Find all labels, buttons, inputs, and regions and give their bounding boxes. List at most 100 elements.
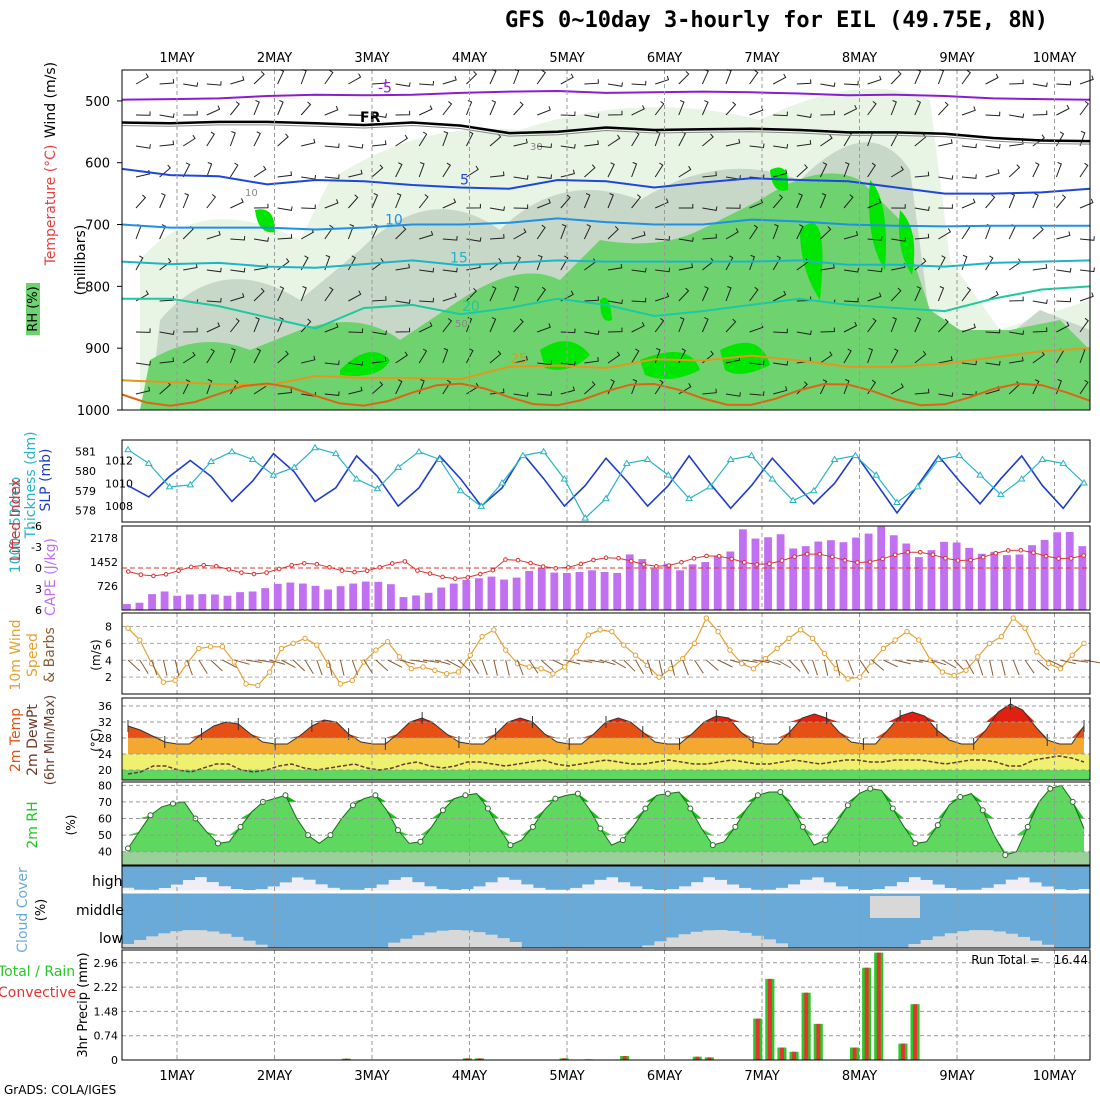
li-marker [691,556,697,561]
wind-barb [1032,82,1048,87]
temp-band-yellow [122,754,1090,770]
wind-marker [278,645,285,652]
wind-barb [820,110,835,116]
wind-marker [1034,649,1040,655]
precip-tick-label: 0.74 [94,1030,119,1043]
wind-barb [135,194,147,209]
wind-marker [821,650,828,657]
wind-barb [654,162,664,178]
wind-barb [135,73,149,85]
cape-bar [437,587,446,610]
wind-barb [159,330,175,335]
cloud-low-gap [388,942,401,948]
wind-barb [230,292,245,302]
wind-barb [277,350,289,364]
cape-bar [1040,539,1049,610]
li-marker [528,560,533,566]
li-marker [1031,550,1036,555]
thickness-marker [228,447,236,455]
wind-barb [206,81,222,86]
rh-marker [642,805,649,812]
wind-marker [207,644,214,650]
wind-barb [159,78,175,85]
wind-barb [348,386,363,395]
day-label-top: 10MAY [1033,51,1077,66]
wind-barb [537,174,552,179]
thickness-marker [830,455,839,463]
wind-barb [702,388,717,395]
precip-tick-label: 2.96 [94,957,119,970]
wind-barb [537,198,551,209]
cape-lifted-index-panel: 2178 1452 726 -6 -3 0 3 6 Lifted Index CAPE (J/kg… [8,479,1091,617]
cape-bar [512,577,521,610]
wind-barb [489,100,497,116]
wind-barb [324,391,340,396]
wind-barb [867,267,883,273]
wind-barb [725,255,734,271]
pressure-tick-label: 800 [85,280,110,295]
temp2m-panel: 36 32 28 24 20 2m Temp 2m DewPt (6hr Min/Max) (°… [8,695,1091,785]
cloud-high-bar [243,866,256,890]
rh-marker [979,807,986,814]
wind-barb [206,194,217,209]
rh-marker [799,823,806,830]
cape-bar [449,583,458,610]
thickness-tick-label: 578 [75,504,96,517]
wind-barb [277,388,293,395]
axis-label: (%) [64,815,78,836]
wind-barb [253,100,260,116]
cloud-high-bar [714,866,728,880]
li-marker [289,562,295,568]
wind-barb-10m [446,659,461,669]
wind-barb [301,355,316,364]
wind-barb [796,224,804,240]
cloud-high-bar [533,866,546,888]
wind-barb-10m [788,659,801,672]
precip-bar-conv [901,1043,905,1060]
wind-barb [890,383,904,395]
rh-marker [394,827,401,834]
wind-barb [1079,379,1089,395]
li-marker [251,571,257,577]
cape-bar [940,541,948,610]
wind-barb [442,292,457,302]
rh-marker [552,795,559,802]
wind-barb [135,169,151,178]
wind-barb [773,111,788,117]
cape-bar [764,537,772,610]
wind-barb-10m [847,659,855,676]
li-marker [628,558,634,564]
rh-marker [912,840,919,847]
cape-tick-label: 726 [97,580,118,593]
li-marker [301,561,307,566]
wind-barb-10m [281,659,296,669]
cloud-low-gap [642,945,655,948]
wind-marker [349,677,355,684]
panel-frame [121,525,1091,611]
li-marker [553,565,559,571]
cape-bar [915,557,923,610]
wind-marker [432,667,438,674]
wind-barb [348,73,362,85]
temp-isoline [121,167,1091,195]
cloud-low-gap [255,944,268,948]
wind-barb-10m [823,659,829,676]
cloud-high-bar [1041,866,1055,887]
wind-barb [985,143,1001,149]
wind-barb [796,330,812,335]
li-marker [163,572,169,577]
wind-barb-10m [658,659,664,676]
temp-isoline-30 [121,382,1091,407]
li-marker [213,563,219,569]
precip-tick-label: 1.48 [94,1005,119,1018]
wind-barb [182,351,196,364]
wind-barb [796,193,803,209]
li-marker [402,559,408,564]
rh-marker [529,823,536,830]
wind-barb [419,267,435,273]
wind-barb [1056,297,1072,303]
upper-mask [100,70,122,410]
cape-bar [424,592,433,610]
wind-barb [891,237,907,242]
cape-bar [299,583,307,610]
